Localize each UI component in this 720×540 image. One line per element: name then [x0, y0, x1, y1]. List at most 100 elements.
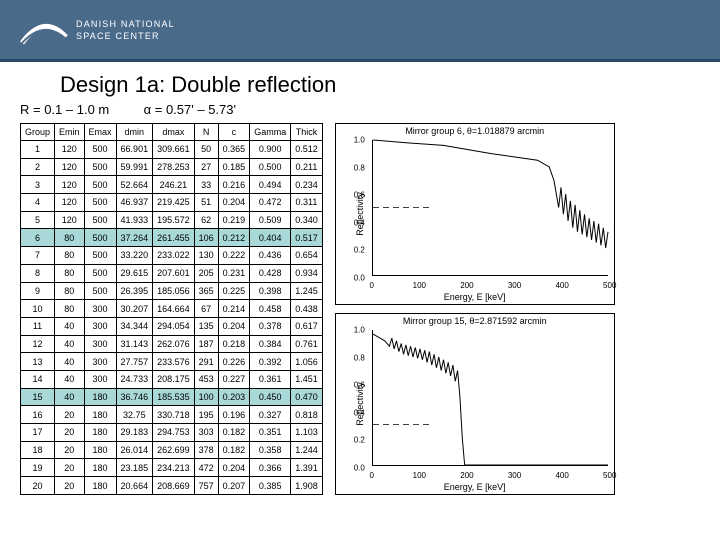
- table-cell: 120: [55, 194, 85, 212]
- table-cell: 0.327: [250, 406, 291, 424]
- table-cell: 0.340: [291, 211, 323, 229]
- table-cell: 180: [84, 477, 116, 495]
- table-cell: 180: [84, 406, 116, 424]
- table-cell: 27.757: [116, 353, 153, 371]
- table-row: 182018026.014262.6993780.1820.3581.244: [21, 441, 323, 459]
- table-row: 108030030.207164.664670.2140.4580.438: [21, 300, 323, 318]
- y-tick: 0.8: [354, 163, 365, 172]
- y-tick: 0.0: [354, 464, 365, 473]
- table-row: 68050037.264261.4551060.2120.4040.517: [21, 229, 323, 247]
- table-cell: 6: [21, 229, 55, 247]
- table-cell: 20.664: [116, 477, 153, 495]
- x-tick: 100: [413, 281, 426, 290]
- table-cell: 19: [21, 459, 55, 477]
- col-header: Emax: [84, 124, 116, 141]
- table-cell: 0.512: [291, 141, 323, 159]
- table-cell: 29.183: [116, 424, 153, 442]
- y-tick: 1.0: [354, 136, 365, 145]
- x-tick: 300: [508, 281, 521, 290]
- table-cell: 0.494: [250, 176, 291, 194]
- table-cell: 0.204: [218, 194, 250, 212]
- x-tick: 100: [413, 471, 426, 480]
- table-cell: 1.451: [291, 370, 323, 388]
- y-tick: 0.6: [354, 381, 365, 390]
- table-cell: 757: [194, 477, 218, 495]
- table-cell: 0.227: [218, 370, 250, 388]
- table-cell: 20: [55, 441, 85, 459]
- x-tick: 400: [555, 471, 568, 480]
- table-cell: 31.143: [116, 335, 153, 353]
- table-cell: 80: [55, 247, 85, 265]
- table-cell: 10: [21, 300, 55, 318]
- table-cell: 0.472: [250, 194, 291, 212]
- table-cell: 20: [55, 477, 85, 495]
- table-cell: 0.196: [218, 406, 250, 424]
- table-cell: 40: [55, 353, 85, 371]
- y-tick: 0.2: [354, 246, 365, 255]
- table-cell: 2: [21, 158, 55, 176]
- table-cell: 0.234: [291, 176, 323, 194]
- curve-svg: [373, 330, 608, 465]
- col-header: dmin: [116, 124, 153, 141]
- table-cell: 59.991: [116, 158, 153, 176]
- table-cell: 11: [21, 317, 55, 335]
- curve-svg: [373, 140, 608, 275]
- table-cell: 0.934: [291, 264, 323, 282]
- table-cell: 195: [194, 406, 218, 424]
- table-row: 98050026.395185.0563650.2250.3981.245: [21, 282, 323, 300]
- table-cell: 300: [84, 335, 116, 353]
- y-tick: 0.2: [354, 436, 365, 445]
- page-title: Design 1a: Double reflection: [60, 72, 700, 98]
- table-cell: 0.204: [218, 459, 250, 477]
- x-tick: 300: [508, 471, 521, 480]
- table-cell: 0.231: [218, 264, 250, 282]
- table-cell: 0.366: [250, 459, 291, 477]
- mirror-group-table: GroupEminEmaxdmindmaxNcGammaThick 112050…: [20, 123, 323, 495]
- table-cell: 13: [21, 353, 55, 371]
- y-tick: 0.6: [354, 191, 365, 200]
- col-header: c: [218, 124, 250, 141]
- col-header: Gamma: [250, 124, 291, 141]
- table-cell: 291: [194, 353, 218, 371]
- table-cell: 0.385: [250, 477, 291, 495]
- table-row: 212050059.991278.253270.1850.5000.211: [21, 158, 323, 176]
- table-row: 88050029.615207.6012050.2310.4280.934: [21, 264, 323, 282]
- table-cell: 14: [21, 370, 55, 388]
- brand-line1: DANISH NATIONAL: [76, 19, 175, 31]
- table-cell: 208.669: [153, 477, 195, 495]
- table-row: 124030031.143262.0761870.2180.3840.761: [21, 335, 323, 353]
- table-cell: 294.753: [153, 424, 195, 442]
- table-cell: 500: [84, 176, 116, 194]
- table-row: 134030027.757233.5762910.2260.3921.056: [21, 353, 323, 371]
- table-cell: 46.937: [116, 194, 153, 212]
- x-axis-label: Energy, E [keV]: [336, 482, 614, 492]
- table-cell: 12: [21, 335, 55, 353]
- table-cell: 500: [84, 211, 116, 229]
- table-cell: 20: [21, 477, 55, 495]
- table-cell: 120: [55, 141, 85, 159]
- table-cell: 7: [21, 247, 55, 265]
- table-cell: 0.219: [218, 211, 250, 229]
- table-cell: 4: [21, 194, 55, 212]
- table-cell: 208.175: [153, 370, 195, 388]
- table-cell: 130: [194, 247, 218, 265]
- table-cell: 330.718: [153, 406, 195, 424]
- table-cell: 80: [55, 300, 85, 318]
- table-cell: 261.455: [153, 229, 195, 247]
- table-cell: 0.225: [218, 282, 250, 300]
- table-cell: 67: [194, 300, 218, 318]
- table-row: 154018036.746185.5351000.2030.4500.470: [21, 388, 323, 406]
- table-cell: 185.056: [153, 282, 195, 300]
- table-cell: 1.103: [291, 424, 323, 442]
- table-cell: 33: [194, 176, 218, 194]
- y-tick: 0.0: [354, 274, 365, 283]
- table-cell: 472: [194, 459, 218, 477]
- chart-group-15: Mirror group 15, θ=2.871592 arcminReflec…: [335, 313, 615, 495]
- table-row: 114030034.344294.0541350.2040.3780.617: [21, 317, 323, 335]
- alpha-range: α = 0.57' – 5.73': [144, 102, 236, 117]
- table-cell: 9: [21, 282, 55, 300]
- table-cell: 8: [21, 264, 55, 282]
- table-cell: 0.204: [218, 317, 250, 335]
- table-cell: 500: [84, 264, 116, 282]
- table-cell: 80: [55, 229, 85, 247]
